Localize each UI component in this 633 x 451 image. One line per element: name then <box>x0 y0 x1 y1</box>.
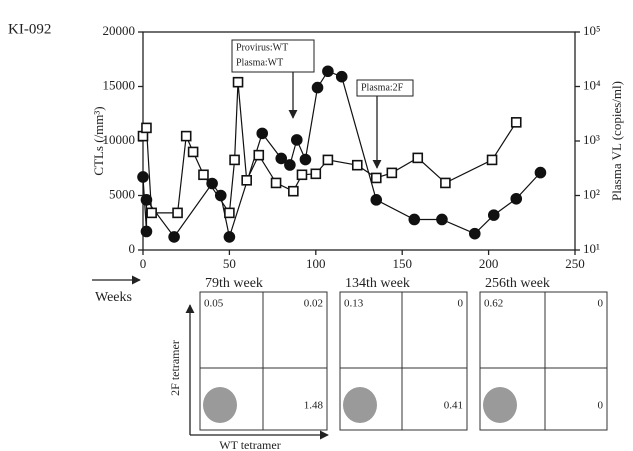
data-point <box>372 173 381 182</box>
data-point <box>141 195 151 205</box>
y-tick-label: 0 <box>129 241 136 256</box>
plot-frame <box>143 32 575 250</box>
quadrant-value: 0 <box>598 400 604 412</box>
annotation: KI-092 <box>8 21 51 37</box>
data-point <box>311 169 320 178</box>
data-point <box>353 161 362 170</box>
x-tick-label: 50 <box>223 256 236 271</box>
figure: 0 50 100 150 200 250 0 5000 10000 15000 20000 10¹ 10… <box>0 0 633 451</box>
data-point <box>512 118 521 127</box>
data-point <box>173 208 182 217</box>
data-point <box>511 194 521 204</box>
data-point <box>297 170 306 179</box>
cell-cluster <box>203 387 237 423</box>
panel-title: 256th week <box>485 276 550 291</box>
quadrant-value: 0.13 <box>344 298 364 310</box>
data-point <box>470 229 480 239</box>
data-point <box>254 151 263 160</box>
data-point <box>242 176 251 185</box>
data-point <box>323 66 333 76</box>
y-tick-label: 10000 <box>103 132 136 147</box>
data-point <box>437 214 447 224</box>
quadrant-value: 0.41 <box>444 400 463 412</box>
annotation: Plasma:WT <box>236 57 283 68</box>
data-point <box>300 155 310 165</box>
annotation: Plasma:2F <box>361 82 404 93</box>
series-line <box>143 71 540 237</box>
y-tick-label: 20000 <box>103 23 136 38</box>
data-point <box>224 232 234 242</box>
annotation: Provirus:WT <box>236 42 288 53</box>
quadrant-value: 0.05 <box>204 298 224 310</box>
quadrant-value: 0 <box>598 298 604 310</box>
data-point <box>182 132 191 141</box>
x-tick-label: 250 <box>565 256 585 271</box>
data-point <box>489 210 499 220</box>
data-point <box>285 160 295 170</box>
x-tick-label: 150 <box>392 256 412 271</box>
series-line <box>143 82 516 213</box>
cell-cluster <box>343 387 377 423</box>
data-point <box>230 155 239 164</box>
data-point <box>441 178 450 187</box>
data-point <box>257 128 267 138</box>
y-tick-label: 15000 <box>103 77 136 92</box>
data-point <box>371 195 381 205</box>
data-point <box>409 214 419 224</box>
panel-title: 134th week <box>345 276 410 291</box>
data-point <box>337 72 347 82</box>
data-point <box>413 153 422 162</box>
cell-cluster <box>483 387 517 423</box>
data-point <box>323 155 332 164</box>
flow-y-label: 2F tetramer <box>168 340 182 396</box>
data-point <box>147 208 156 217</box>
data-point <box>488 155 497 164</box>
y2-tick-label: 10³ <box>583 132 600 147</box>
y2-axis-label: Plasma VL (copies/ml) <box>609 81 624 201</box>
data-point <box>225 208 234 217</box>
annotation: Weeks <box>95 290 132 305</box>
y2-tick-label: 10⁴ <box>583 77 601 92</box>
data-point <box>141 226 151 236</box>
x-tick-label: 100 <box>306 256 326 271</box>
data-point <box>292 135 302 145</box>
y2-tick-label: 10² <box>583 186 600 201</box>
quadrant-value: 0.02 <box>304 298 323 310</box>
y2-tick-label: 10¹ <box>583 241 600 256</box>
data-point <box>276 153 286 163</box>
data-point <box>289 187 298 196</box>
data-point <box>189 147 198 156</box>
y-axis-label: CTLs (/mm³) <box>91 106 106 175</box>
quadrant-value: 0.62 <box>484 298 503 310</box>
quadrant-value: 1.48 <box>304 400 324 412</box>
y2-tick-label: 10⁵ <box>583 23 601 38</box>
flow-x-label: WT tetramer <box>219 438 280 451</box>
data-point <box>142 123 151 132</box>
data-point <box>138 172 148 182</box>
x-tick-label: 200 <box>479 256 499 271</box>
data-point <box>169 232 179 242</box>
quadrant-value: 0 <box>458 298 464 310</box>
data-point <box>535 168 545 178</box>
data-point <box>313 83 323 93</box>
data-point <box>199 170 208 179</box>
y-tick-label: 5000 <box>109 186 135 201</box>
data-point <box>387 168 396 177</box>
data-point <box>272 178 281 187</box>
data-point <box>234 78 243 87</box>
panel-title: 79th week <box>205 276 263 291</box>
x-tick-label: 0 <box>140 256 147 271</box>
